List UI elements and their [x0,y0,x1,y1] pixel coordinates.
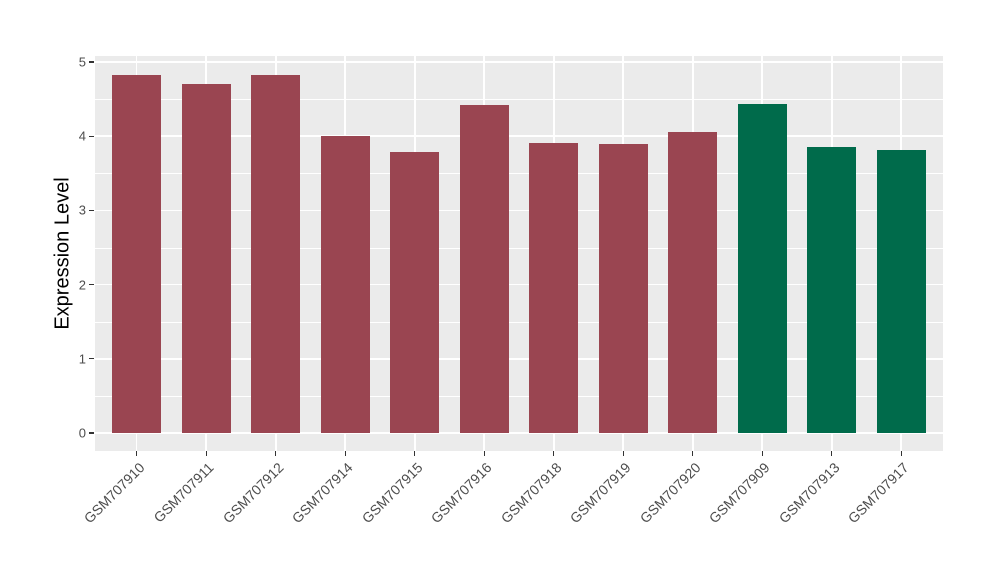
gridline-major [95,61,943,63]
gridline-minor [95,99,943,100]
bar-GSM707919 [598,144,648,433]
x-tick-mark [900,451,902,456]
y-tick-label: 2 [78,277,86,293]
y-tick-label: 4 [78,128,86,144]
x-tick-mark [553,451,555,456]
y-axis-title-wrap: Expression Level [50,56,76,451]
x-tick-label: GSM707911 [150,459,217,526]
y-tick-label: 3 [78,202,86,218]
y-tick-mark [89,432,94,434]
x-tick-label: GSM707913 [775,459,843,527]
bar-GSM707917 [876,149,926,433]
bar-GSM707910 [112,75,162,433]
x-tick-label: GSM707920 [636,459,704,527]
bar-GSM707912 [251,75,301,433]
x-tick-mark [483,451,485,456]
bar-GSM707913 [807,146,857,433]
gridline-minor [95,173,943,175]
gridline-major [95,135,943,137]
x-tick-mark [692,451,694,456]
x-tick-label: GSM707912 [219,459,287,527]
x-tick-label: GSM707909 [705,459,773,527]
gridline-major [95,283,943,286]
bar-GSM707918 [529,142,579,433]
x-tick-mark [275,451,277,456]
x-tick-label: GSM707914 [288,459,356,527]
y-tick-label: 0 [78,425,86,441]
bar-GSM707914 [320,136,370,433]
x-tick-mark [831,451,833,456]
x-tick-mark [136,451,138,456]
y-tick-mark [89,209,94,211]
bar-GSM707909 [737,103,787,433]
plot-panel [95,56,943,451]
y-tick-label: 1 [78,351,86,367]
x-tick-mark [344,451,346,456]
gridline-minor [95,395,943,397]
x-tick-label: GSM707916 [427,459,495,527]
x-tick-label: GSM707919 [566,459,634,527]
x-tick-label: GSM707918 [497,459,565,527]
gridline-major [95,432,943,434]
gridline-major [95,209,943,212]
y-tick-mark [89,284,94,286]
x-tick-mark [205,451,207,456]
bar-GSM707911 [181,84,231,433]
bar-GSM707916 [459,105,509,433]
gridline-major [95,358,943,360]
y-tick-mark [89,358,94,360]
y-axis-title: Expression Level [51,177,74,330]
x-tick-mark [622,451,624,456]
gridline-minor [95,321,943,323]
x-tick-label: GSM707915 [358,459,426,527]
x-tick-mark [414,451,416,456]
x-tick-label: GSM707917 [844,459,912,527]
bar-GSM707920 [668,132,718,433]
x-tick-label: GSM707910 [80,459,148,527]
y-tick-mark [89,61,94,63]
bar-GSM707915 [390,151,440,433]
gridline-minor [95,247,943,249]
y-tick-mark [89,135,94,137]
x-tick-mark [761,451,763,456]
y-tick-label: 5 [78,54,86,70]
